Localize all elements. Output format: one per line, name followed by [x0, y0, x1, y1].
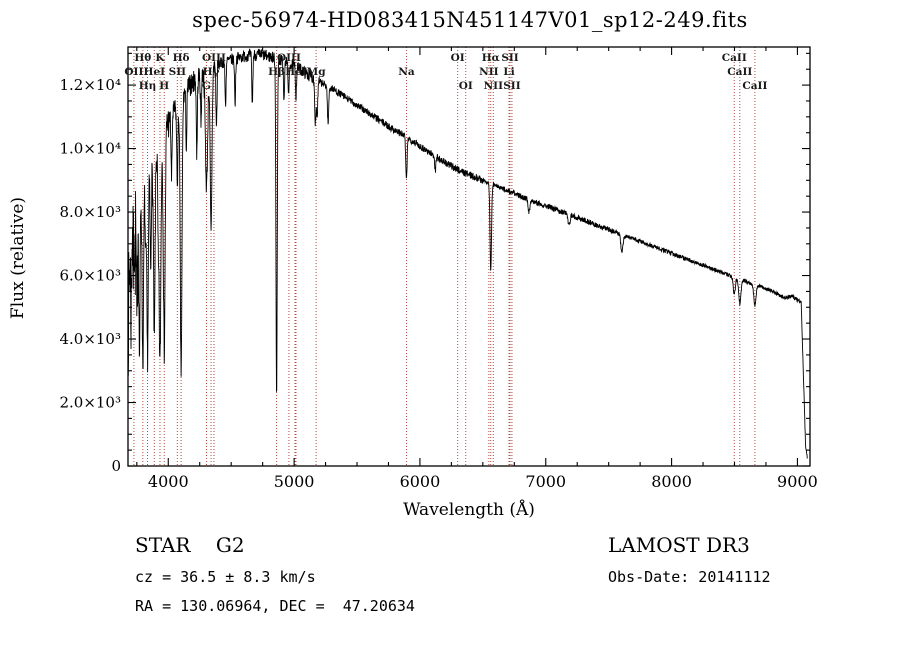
plot-title: spec-56974-HD083415N451147V01_sp12-249.f…	[192, 8, 748, 32]
y-tick-label: 6.0×10³	[59, 267, 121, 285]
spectral-line-label: CaII	[722, 52, 747, 64]
y-tick-label: 1.2×10⁴	[59, 76, 121, 94]
obs-date: Obs-Date: 20141112	[608, 568, 771, 586]
spectral-line-label: OIII	[277, 52, 301, 64]
spectral-line-label: OI	[451, 52, 465, 64]
x-tick-label: 9000	[777, 472, 818, 491]
x-tick-label: 8000	[651, 472, 692, 491]
survey-label: LAMOST DR3	[608, 533, 750, 557]
spectral-line-label: Hβ	[268, 66, 285, 78]
spectral-line-label: Na	[398, 66, 415, 78]
plot-frame	[127, 46, 811, 467]
spectral-line-label: G	[202, 80, 211, 92]
spectral-line-label: Hγ	[203, 66, 220, 78]
spectral-line-label: K	[155, 52, 165, 64]
spectral-line-label: Hα	[482, 52, 500, 64]
spectral-line-label: CaII	[742, 80, 767, 92]
y-tick-label: 4.0×10³	[59, 330, 121, 348]
y-tick-label: 1.0×10⁴	[59, 140, 121, 158]
spectral-line-label: OIII	[202, 52, 226, 64]
spectral-line-label: SII	[501, 52, 518, 64]
y-axis-label: Flux (relative)	[8, 196, 28, 320]
spectral-line-label: NII	[479, 66, 499, 78]
spectral-line-label: OII	[124, 66, 143, 78]
y-tick-label: 8.0×10³	[59, 203, 121, 221]
spectral-line-label: SII	[503, 80, 520, 92]
object-class-label: STAR G2	[135, 533, 245, 557]
spectral-line-label: SII	[169, 66, 186, 78]
x-tick-label: 5000	[274, 472, 315, 491]
x-tick-label: 6000	[400, 472, 441, 491]
spectral-line-label: NII	[484, 80, 504, 92]
spectral-line-label: OI	[459, 80, 473, 92]
spectral-line-label: Hη	[139, 80, 157, 92]
spectral-line-label: HeI	[285, 66, 307, 78]
spectral-line-label: HeI	[144, 66, 166, 78]
cz-value: cz = 36.5 ± 8.3 km/s	[135, 568, 316, 586]
spectral-line-label: Hδ	[173, 52, 190, 64]
spectral-line-label: H	[159, 80, 169, 92]
x-tick-label: 4000	[148, 472, 189, 491]
x-tick-label: 7000	[525, 472, 566, 491]
spectrum-trace	[127, 48, 808, 460]
spectral-line-label: CaII	[727, 66, 752, 78]
ra-dec-value: RA = 130.06964, DEC = 47.20634	[135, 597, 415, 615]
spectral-line-label: Li	[503, 66, 514, 78]
spectral-line-label: Hθ	[134, 52, 151, 64]
y-tick-label: 2.0×10³	[59, 394, 121, 412]
y-tick-label: 0	[111, 457, 121, 475]
spectral-line-label: Mg	[307, 66, 327, 78]
x-axis-label: Wavelength (Å)	[403, 500, 535, 520]
